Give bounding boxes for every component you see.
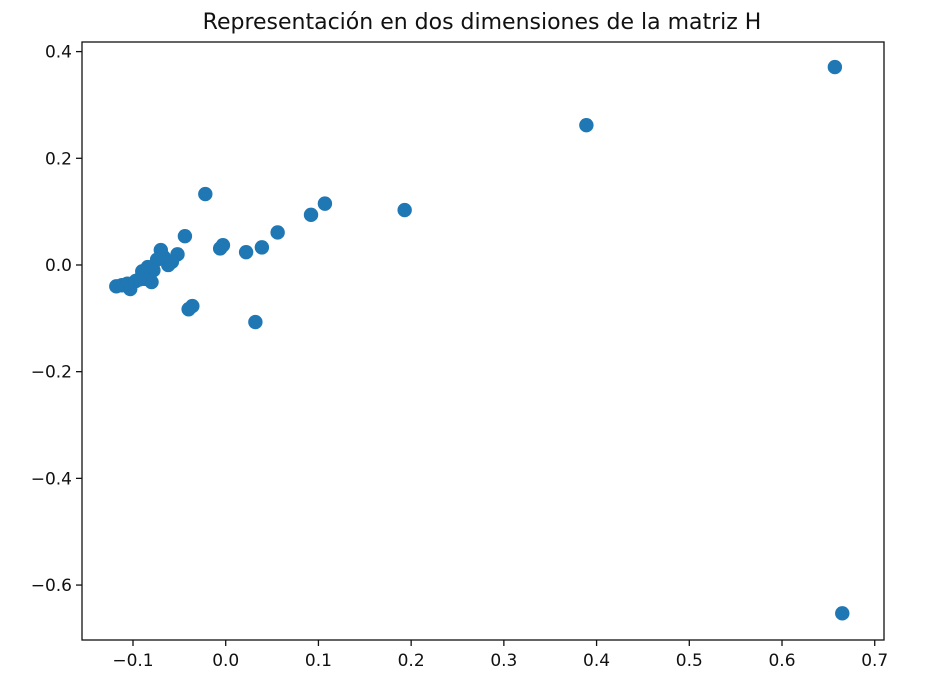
x-tick-label: 0.6	[768, 651, 795, 671]
data-point	[579, 118, 594, 133]
chart-title: Representación en dos dimensiones de la …	[203, 10, 762, 35]
data-point	[254, 240, 270, 255]
y-tick-label: −0.4	[31, 469, 72, 489]
data-point	[270, 225, 285, 240]
y-tick-label: 0.2	[45, 149, 72, 169]
y-axis: −0.6 −0.4 −0.2 0.0 0.2 0.4	[31, 43, 82, 596]
data-point	[827, 59, 843, 75]
x-tick-label: 0.4	[583, 651, 610, 671]
x-tick-label: 0.2	[398, 651, 425, 671]
data-points	[109, 59, 850, 621]
y-tick-label: 0.4	[45, 43, 72, 63]
plot-frame	[81, 41, 885, 641]
x-axis: −0.1 0.0 0.1 0.2 0.3 0.4 0.5 0.6 0.7	[112, 640, 888, 671]
x-tick-label: 0.3	[490, 651, 517, 671]
y-tick-label: −0.6	[31, 576, 72, 596]
y-tick-label: −0.2	[31, 363, 72, 383]
data-point	[177, 228, 193, 244]
x-tick-label: 0.5	[676, 651, 703, 671]
data-point	[212, 241, 228, 256]
x-tick-label: 0.1	[305, 651, 332, 671]
y-tick-label: 0.0	[45, 256, 72, 276]
x-tick-label: 0.0	[212, 651, 239, 671]
data-point	[238, 244, 254, 260]
data-point	[303, 207, 319, 223]
x-tick-label: 0.7	[861, 651, 888, 671]
data-point	[317, 196, 333, 211]
data-point	[248, 314, 263, 330]
data-point	[198, 186, 213, 202]
data-point	[835, 606, 850, 621]
data-point	[181, 302, 196, 317]
x-tick-label: −0.1	[112, 651, 153, 671]
data-point	[109, 279, 124, 294]
data-point	[397, 202, 412, 218]
